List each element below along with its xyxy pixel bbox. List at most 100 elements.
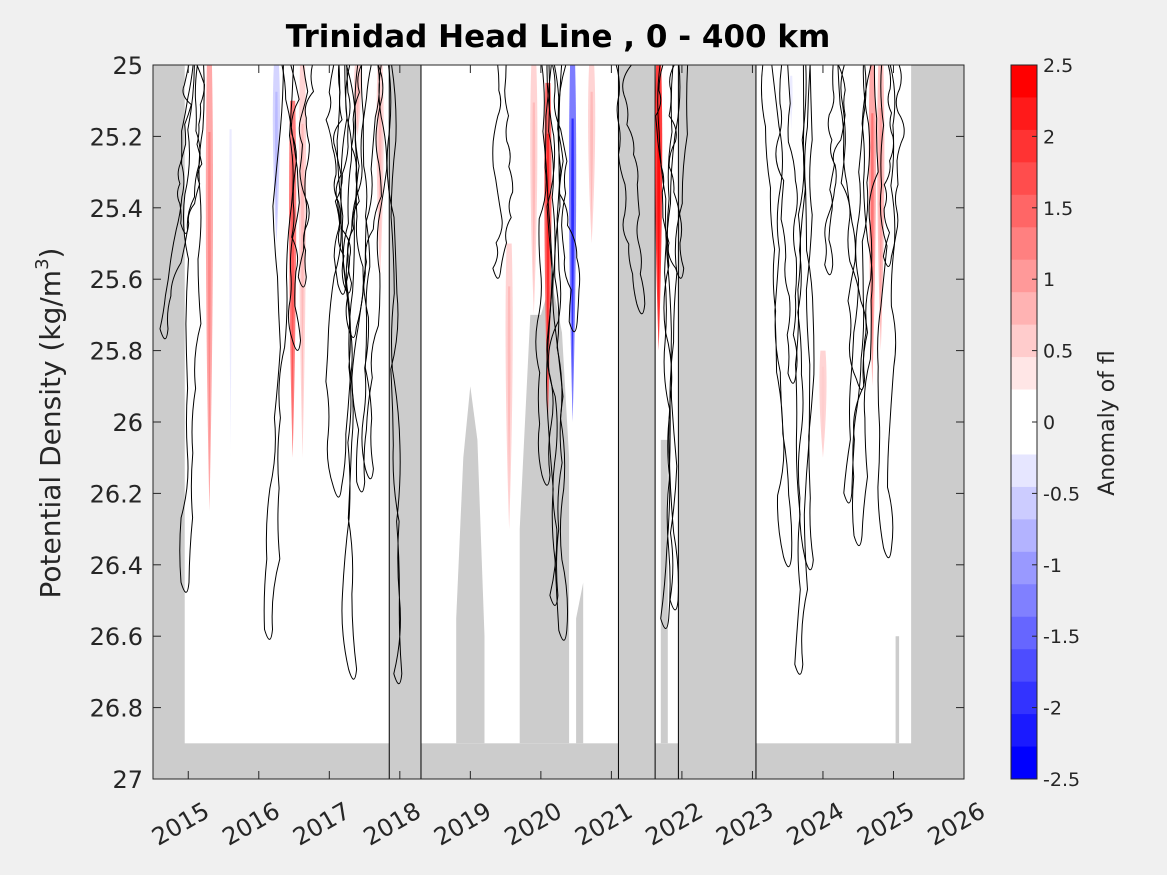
anomaly-plume-core-13 [789,75,793,131]
contour-line-13 [325,65,353,498]
x-tick-label: 2020 [500,797,567,852]
colorbar: 2.5 2 1.5 1 0.5 0 -0.5 -1 -1.5 -2 -2.5 [1010,55,1080,791]
colorbar-swatch [1011,486,1037,520]
no-data-column-4 [911,65,964,779]
contour-line-1 [354,65,374,480]
colorbar-swatch [1011,292,1037,326]
colorbar-swatch [1011,194,1037,228]
anomaly-plume-core-11 [590,91,594,230]
contour-line-12 [797,65,815,571]
colorbar-tick-label: 0.5 [1043,341,1073,363]
no-data-column-1 [388,65,422,779]
contour-line-45 [325,65,351,295]
y-tick-label: 27 [112,766,143,794]
colorbar-swatch [1011,324,1037,358]
colorbar-swatch [1011,162,1037,196]
no-data-shape-4 [895,636,900,744]
y-tick-label: 25.8 [90,338,143,366]
colorbar-swatch [1011,259,1037,293]
contour-line-44 [351,65,388,493]
contour-line-33 [882,65,905,267]
colorbar-tick-label: 2 [1043,126,1055,148]
colorbar-swatch [1011,129,1037,163]
colorbar-tick-label: 1.5 [1043,198,1073,220]
colorbar-swatch [1011,454,1037,488]
anomaly-plume-core-1 [229,129,232,460]
x-tick-label: 2016 [218,797,285,852]
x-tick-label: 2024 [782,797,849,852]
y-tick-label: 26.2 [90,480,143,508]
anomaly-plume-core-6 [378,97,382,263]
colorbar-tick-label: -1.5 [1043,626,1080,648]
y-tick-label: 25.6 [90,266,143,294]
no-data-bottom-band [153,743,964,779]
colorbar-swatch [1011,227,1037,261]
colorbar-tick-label: 1 [1043,269,1055,291]
contour-line-37 [334,65,362,294]
anomaly-plume-core-14 [821,366,825,450]
colorbar-swatch [1011,519,1037,553]
anomaly-plume-core-10 [571,118,574,394]
anomaly-plume-core-7 [507,286,511,507]
no-data-shape-0 [456,386,485,744]
contour-line-9 [843,65,879,504]
y-axis-label: Potential Density (kg/m3) [32,248,67,599]
no-data-shape-1 [519,279,570,744]
colorbar-swatch [1011,584,1037,618]
contour-line-43 [655,65,685,279]
contour-line-39 [263,65,294,640]
contour-line-32 [386,65,403,685]
contour-line-23 [345,65,384,338]
colorbar-swatch [1011,551,1037,585]
colorbar-tick-label: -0.5 [1043,483,1080,505]
x-tick-label: 2023 [711,797,778,852]
anomaly-plume-core-4 [301,123,304,427]
y-tick-label: 26.6 [90,623,143,651]
colorbar-swatch [1011,65,1037,98]
colorbar-tick-label: -2.5 [1043,769,1080,791]
y-tick-label: 26 [112,409,143,437]
colorbar-swatch [1011,746,1037,780]
y-tick-label: 26.8 [90,695,143,723]
contour-line-17 [824,65,846,276]
x-tick-label: 2026 [923,797,990,852]
anomaly-plume-core-15 [870,113,874,361]
anomaly-plume-core-2 [275,91,278,230]
anomaly-plume-core-0 [208,131,211,476]
contour-line-11 [552,65,581,333]
contour-line-8 [657,65,679,611]
contour-line-0 [535,65,567,486]
anomaly-plume-core-12 [657,107,661,328]
contour-line-31 [179,65,205,593]
anomaly-plume-core-8 [532,102,536,295]
x-tick-label: 2015 [147,797,214,852]
colorbar-swatch [1011,97,1037,131]
x-tick-label: 2021 [570,797,637,852]
contour-line-19 [177,65,206,234]
contour-line-42 [615,65,646,315]
contour-line-6 [660,65,689,629]
contour-line-27 [297,65,315,288]
contour-line-38 [546,65,569,641]
x-tick-label: 2017 [288,797,355,852]
contour-line-30 [760,65,793,568]
y-tick-label: 25.4 [90,195,143,223]
x-tick-label: 2025 [852,797,919,852]
colorbar-swatch [1011,616,1037,650]
colorbar-swatch [1011,681,1037,715]
no-data-column-3 [677,65,757,779]
colorbar-swatch [1011,649,1037,683]
colorbar-swatch [1011,714,1037,748]
x-tick-label: 2019 [429,797,496,852]
colorbar-tick-label: -2 [1043,698,1062,720]
colorbar-swatch [1011,389,1037,423]
colorbar-label: Anomaly of fl [1095,350,1120,496]
colorbar-tick-label: 2.5 [1043,55,1073,77]
contour-line-41 [794,65,813,675]
no-data-shape-2 [576,582,584,744]
y-tick-label: 25.2 [90,123,143,151]
x-tick-label: 2018 [359,797,426,852]
contour-line-3 [281,65,302,351]
y-tick-label: 26.4 [90,552,143,580]
